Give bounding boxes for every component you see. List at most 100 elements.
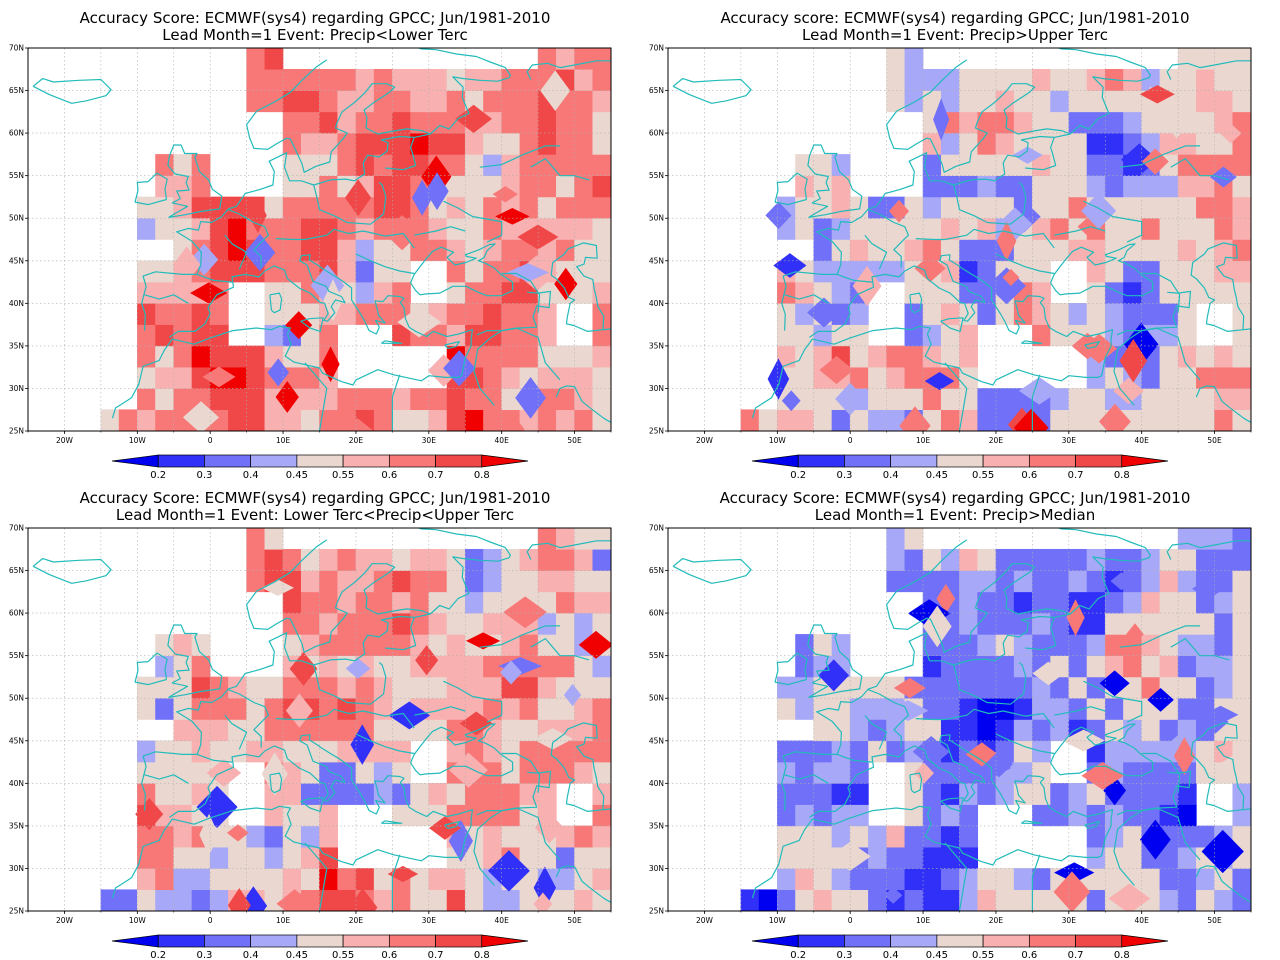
score-cell [319, 740, 339, 763]
score-cell [959, 281, 979, 304]
coastline [167, 624, 223, 698]
score-cell [922, 281, 942, 304]
score-cell [795, 676, 815, 699]
score-cell [118, 889, 138, 911]
score-cell [483, 324, 502, 347]
score-cell [1068, 783, 1088, 805]
score-cell [464, 783, 484, 805]
score-cell [355, 68, 375, 91]
score-cell [319, 761, 339, 784]
score-cell [537, 154, 557, 176]
score-cell [537, 303, 557, 325]
score-cell [995, 570, 1015, 593]
score-cell [1123, 548, 1142, 571]
score-cell [1013, 90, 1033, 113]
score-cell [1013, 783, 1033, 805]
score-cell [410, 239, 430, 262]
score-cell [392, 409, 411, 431]
score-cell [1196, 345, 1215, 368]
score-cell [959, 846, 979, 869]
score-cell [246, 846, 266, 869]
score-cell [300, 612, 320, 635]
score-cell [1159, 324, 1179, 347]
score-cell [337, 783, 357, 805]
score-cell [1104, 697, 1124, 720]
score-cell [246, 409, 266, 431]
score-cell [155, 281, 175, 304]
score-cell [1141, 260, 1161, 283]
score-cell [574, 345, 594, 368]
score-cell [501, 634, 521, 656]
score-cell [1050, 634, 1070, 656]
score-cell [1141, 196, 1161, 219]
colorbar-segment [936, 454, 984, 468]
score-cell [191, 846, 211, 869]
score-cell [777, 804, 796, 827]
score-cell [191, 324, 211, 347]
lat-tick-label: 45N [9, 736, 24, 745]
score-cell [519, 697, 539, 720]
score-cell [355, 634, 375, 656]
score-cell [1050, 804, 1070, 827]
score-cell [337, 388, 357, 411]
score-cell [191, 655, 211, 678]
score-cell [1013, 591, 1033, 614]
score-cell [1177, 154, 1197, 176]
coastline [864, 714, 888, 750]
colorbar-label: 0.8 [1114, 470, 1130, 480]
score-cell [940, 388, 960, 411]
score-cell [777, 697, 796, 720]
score-cell [795, 655, 815, 678]
score-cell [1123, 825, 1142, 848]
score-cell [592, 324, 611, 347]
score-cell [1196, 239, 1215, 262]
score-cell [1086, 303, 1106, 325]
score-cell [483, 217, 502, 240]
score-cell [537, 846, 557, 869]
score-cell [959, 591, 979, 614]
score-cell [940, 740, 960, 763]
score-cell [483, 154, 502, 176]
coastline [1242, 328, 1251, 338]
score-contour [1054, 862, 1095, 883]
score-cell [777, 740, 796, 763]
score-cell [995, 175, 1015, 198]
score-cell [355, 132, 375, 155]
score-cell [1232, 634, 1251, 656]
score-cell [300, 68, 320, 91]
score-cell [1013, 761, 1033, 784]
coastline [555, 385, 611, 424]
score-cell [592, 409, 611, 431]
lat-tick-label: 25N [9, 907, 24, 916]
score-cell [264, 324, 284, 347]
coastline [1195, 385, 1251, 424]
score-contour [807, 297, 841, 328]
score-cell [483, 196, 502, 219]
coastline [886, 539, 1071, 653]
score-cell [1086, 388, 1106, 411]
score-cell [373, 175, 393, 198]
score-cell [795, 175, 815, 198]
score-cell [300, 196, 320, 219]
score-cell [1232, 697, 1251, 720]
score-cell [410, 111, 430, 134]
score-cell [519, 783, 539, 805]
score-cell [1104, 740, 1124, 763]
colorbar-segment [797, 934, 845, 948]
score-cell [373, 612, 393, 635]
score-contour [554, 267, 578, 301]
lon-tick-label: 20E [349, 436, 364, 445]
score-cell [300, 260, 320, 283]
score-cell [868, 345, 887, 368]
score-cell [1232, 548, 1251, 571]
score-cell [137, 761, 156, 784]
coastline [1083, 200, 1143, 243]
score-cell [264, 260, 284, 283]
score-cell [959, 154, 979, 176]
score-cell [995, 612, 1015, 635]
score-cell [1159, 783, 1179, 805]
score-cell [922, 783, 942, 805]
score-cell [446, 868, 466, 891]
score-cell [1123, 783, 1142, 805]
score-cell [886, 528, 906, 550]
